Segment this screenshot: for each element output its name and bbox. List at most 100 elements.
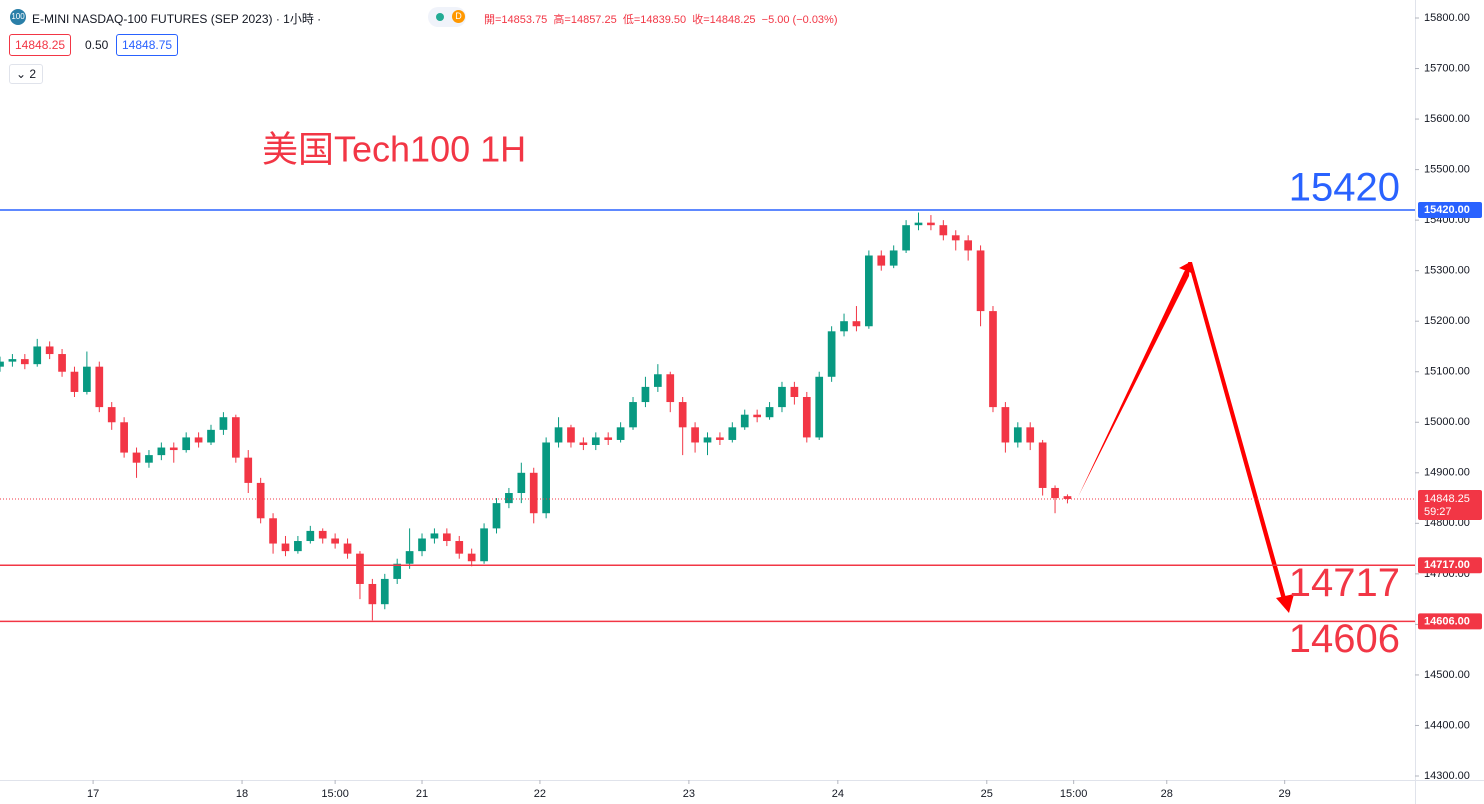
last-price-label: 14848.25	[1424, 493, 1470, 505]
candle-body	[393, 563, 402, 579]
level-label: 15420	[1289, 166, 1400, 210]
level-axis-label: 15420.00	[1424, 204, 1470, 216]
candle-body	[157, 447, 166, 456]
indicator-toggle[interactable]: ⌄ 2	[9, 64, 44, 84]
candle-body	[343, 543, 352, 554]
candle-body	[1013, 427, 1022, 443]
level-tag	[1418, 557, 1482, 574]
y-tick-label: 15700.00	[1424, 62, 1470, 74]
candle-body	[231, 417, 240, 458]
candle-body	[120, 422, 128, 453]
candle-body	[815, 376, 824, 438]
candle-body	[989, 311, 997, 408]
candle-body	[790, 386, 799, 397]
badge: D	[452, 10, 465, 23]
y-tick-label: 15800.00	[1424, 12, 1470, 24]
candle-body	[219, 417, 228, 430]
candle-body	[294, 541, 302, 552]
y-tick-label: 15300.00	[1424, 265, 1470, 277]
candle-body	[83, 366, 91, 392]
x-tick-label: 24	[832, 788, 844, 800]
candle-body	[939, 225, 948, 236]
candle-body	[691, 427, 699, 443]
candle-body	[678, 402, 687, 428]
candle-body	[976, 250, 985, 312]
x-tick-label: 28	[1161, 788, 1173, 800]
candle-body	[889, 250, 898, 266]
candle-body	[753, 414, 761, 418]
x-tick-label: 15:00	[321, 788, 349, 800]
candle-body	[703, 437, 712, 443]
candle-body	[1063, 496, 1072, 499]
candle-body	[169, 447, 178, 451]
candle-body	[765, 407, 774, 418]
candle-body	[654, 374, 662, 387]
x-tick-label: 22	[534, 788, 546, 800]
candle-body	[356, 553, 364, 584]
symbol-icon: 100	[10, 9, 26, 25]
candle-body	[1051, 487, 1059, 499]
candle-body	[579, 442, 588, 446]
candle-body	[368, 583, 377, 605]
candle-body	[20, 359, 29, 365]
candle-body	[58, 354, 66, 372]
candle-body	[455, 541, 464, 554]
bid-button[interactable]: 14848.25	[9, 34, 72, 56]
candle-body	[182, 437, 191, 451]
ask-button[interactable]: 14848.75	[116, 34, 179, 56]
status-pill: D	[428, 7, 466, 27]
candle-body	[914, 222, 923, 226]
level-axis-label: 14606.00	[1424, 615, 1470, 627]
y-tick-label: 15000.00	[1424, 416, 1470, 428]
x-tick-label: 17	[87, 788, 99, 800]
candle-body	[33, 346, 42, 365]
candle-body	[964, 240, 973, 251]
candle-body	[542, 442, 550, 514]
candle-body	[641, 386, 650, 403]
candle-body	[728, 427, 737, 440]
candle-body	[505, 493, 513, 504]
candle-body	[207, 429, 215, 443]
candle-body	[492, 503, 501, 529]
chart-title: 美国Tech100 1H	[262, 129, 526, 170]
candle-body	[666, 374, 675, 403]
candle-body	[927, 222, 935, 226]
candle-body	[616, 427, 625, 440]
candle-body	[480, 528, 488, 562]
candle-body	[865, 255, 873, 327]
candle-body	[951, 235, 960, 241]
x-tick-label: 29	[1279, 788, 1291, 800]
candle-body	[0, 361, 4, 367]
y-tick-label: 14900.00	[1424, 467, 1470, 479]
y-tick-label: 14300.00	[1424, 770, 1470, 782]
y-tick-label: 15100.00	[1424, 366, 1470, 378]
candle-body	[554, 427, 563, 443]
candle-body	[8, 359, 17, 362]
x-tick-label: 21	[416, 788, 428, 800]
candle-body	[467, 553, 476, 562]
symbol-name[interactable]: E-MINI NASDAQ-100 FUTURES (SEP 2023) · 1…	[32, 12, 322, 26]
candle-body	[256, 482, 265, 519]
y-tick-label: 15600.00	[1424, 113, 1470, 125]
candle-body	[281, 543, 290, 552]
candle-body	[45, 346, 54, 355]
candle-body	[269, 518, 277, 544]
candle-body	[331, 538, 339, 544]
y-tick-label: 14500.00	[1424, 669, 1470, 681]
candle-body	[145, 455, 153, 463]
candle-body	[852, 321, 861, 327]
candle-body	[827, 331, 836, 377]
level-tag	[1418, 613, 1482, 630]
ohlc-legend: 開=14853.75 高=14857.25 低=14839.50 收=14848…	[484, 14, 838, 26]
candle-body	[430, 533, 439, 539]
candle-body	[318, 530, 327, 539]
candle-body	[629, 402, 637, 428]
candle-body	[778, 386, 786, 408]
candle-body	[517, 472, 526, 494]
candle-body	[877, 255, 886, 266]
forecast-arrows	[1078, 262, 1294, 613]
candle-body	[418, 538, 426, 552]
candle-body	[442, 533, 451, 542]
candle-body	[194, 437, 203, 443]
